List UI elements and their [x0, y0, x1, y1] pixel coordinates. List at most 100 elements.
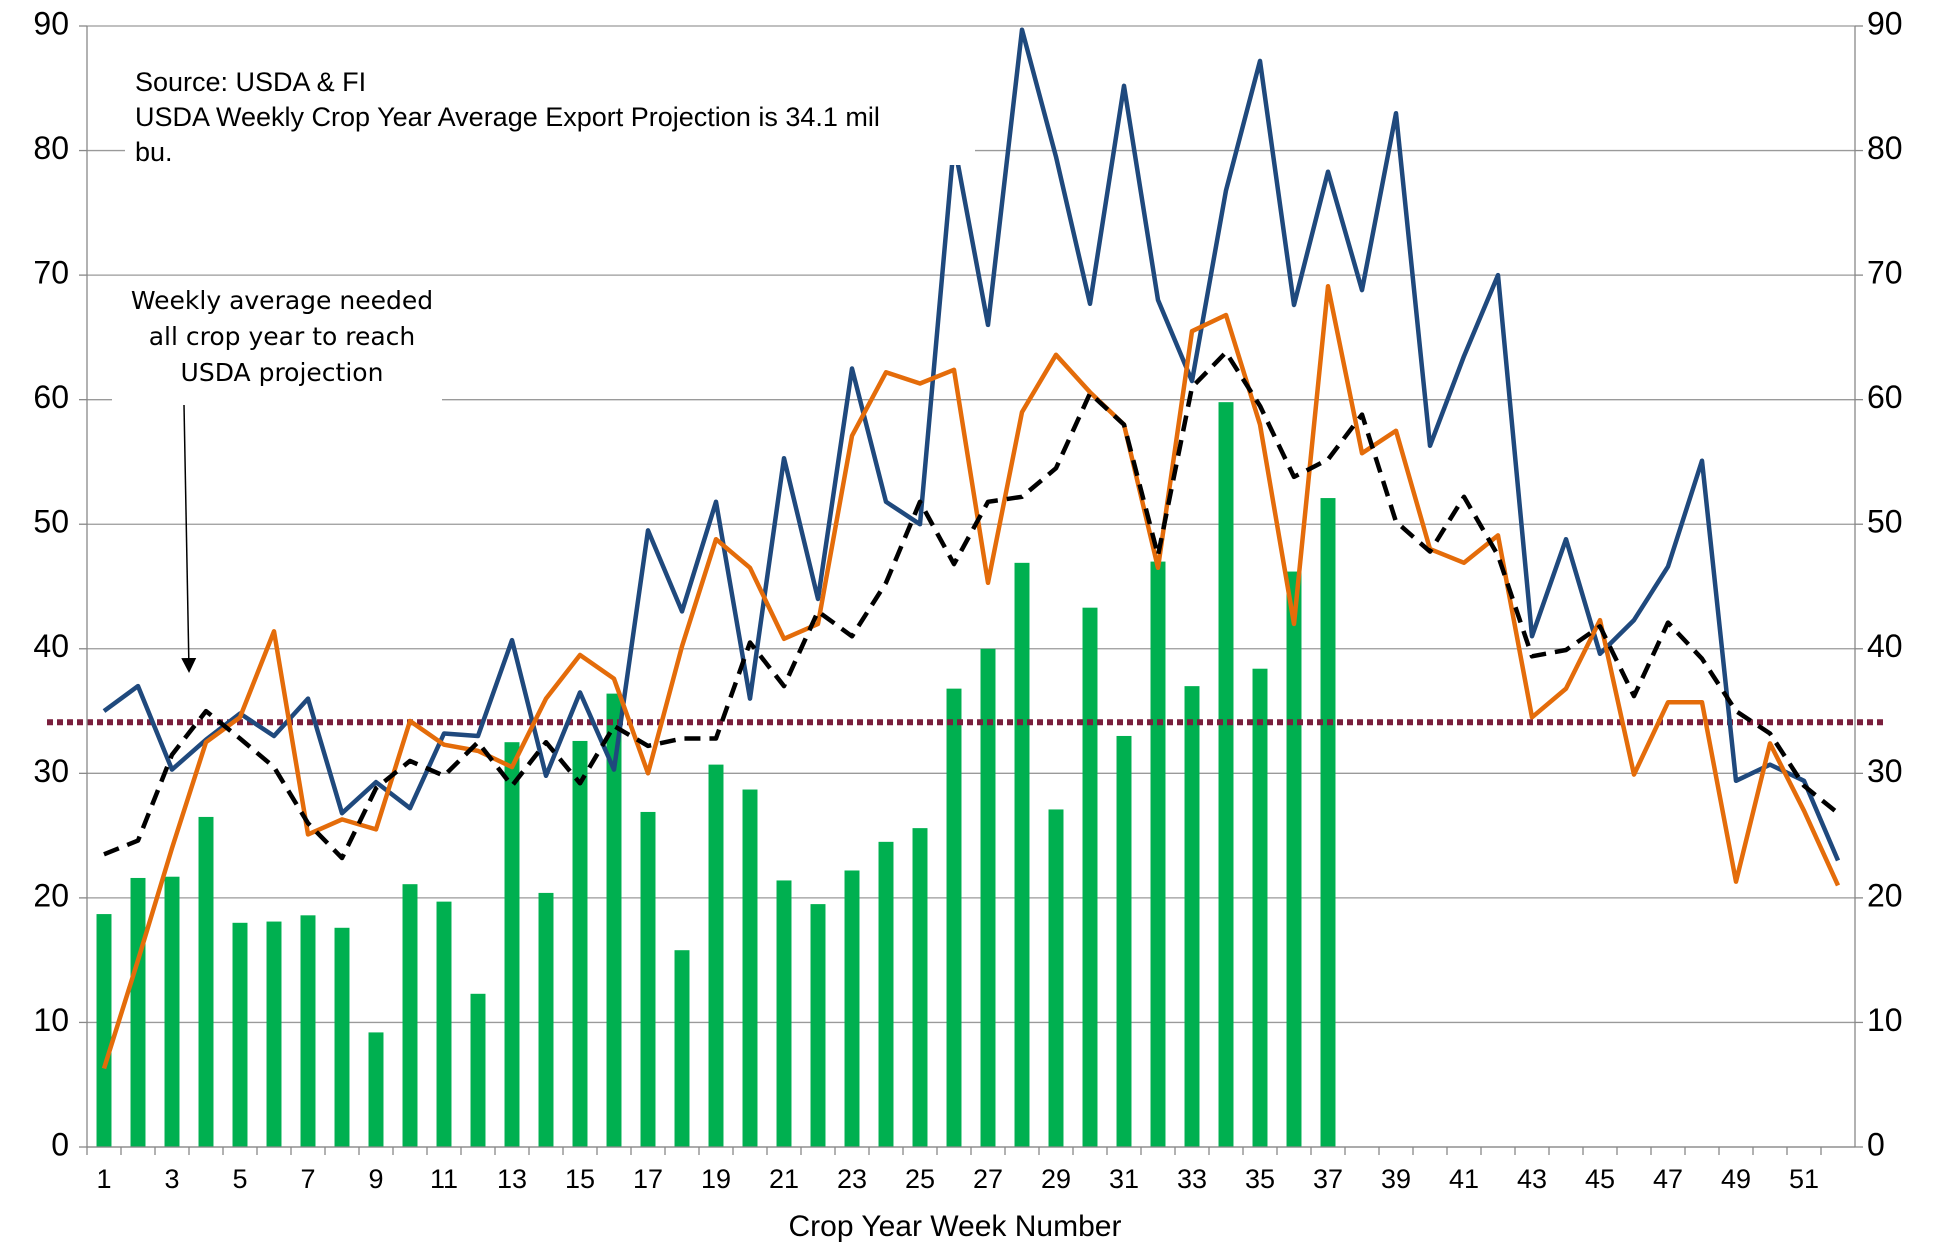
bar: [946, 688, 962, 1147]
y-tick-label: 0: [51, 1126, 69, 1162]
annotation-text: Weekly average needed: [131, 286, 433, 315]
x-tick-label: 3: [164, 1164, 179, 1194]
bar: [674, 950, 690, 1147]
x-tick-label: 19: [701, 1164, 731, 1194]
bar: [1320, 498, 1336, 1147]
bar: [844, 870, 860, 1147]
bar: [1082, 607, 1098, 1147]
bar: [1218, 402, 1234, 1147]
bar: [300, 915, 316, 1147]
y-tick-label: 30: [33, 753, 69, 789]
bar: [164, 876, 180, 1147]
x-tick-label: 7: [300, 1164, 315, 1194]
bar: [640, 811, 656, 1147]
bar: [606, 693, 622, 1147]
y-tick-label: 70: [33, 255, 69, 291]
y2-tick-label: 70: [1867, 255, 1903, 291]
y-tick-label: 20: [33, 877, 69, 913]
x-tick-label: 47: [1653, 1164, 1683, 1194]
bar: [232, 922, 248, 1147]
x-tick-label: 15: [565, 1164, 595, 1194]
annotation-text: Source: USDA & FI: [135, 67, 366, 97]
bar: [334, 927, 350, 1147]
x-tick-label: 29: [1041, 1164, 1071, 1194]
x-tick-label: 49: [1721, 1164, 1751, 1194]
bar: [504, 742, 520, 1147]
x-tick-label: 17: [633, 1164, 663, 1194]
x-tick-label: 5: [232, 1164, 247, 1194]
y-tick-label: 90: [33, 5, 69, 41]
bar: [1150, 561, 1166, 1147]
x-tick-label: 27: [973, 1164, 1003, 1194]
bar: [96, 914, 112, 1147]
bar: [776, 880, 792, 1147]
y-tick-label: 60: [33, 379, 69, 415]
bar: [1286, 571, 1302, 1147]
annotation-text: bu.: [135, 137, 173, 167]
y-tick-label: 40: [33, 628, 69, 664]
dashed-line: [103, 350, 1840, 861]
x-tick-label: 43: [1517, 1164, 1547, 1194]
y2-tick-label: 80: [1867, 130, 1903, 166]
y2-tick-label: 0: [1867, 1126, 1885, 1162]
bar: [1048, 809, 1064, 1147]
annotation-text: USDA Weekly Crop Year Average Export Pro…: [135, 102, 880, 132]
x-tick-label: 21: [769, 1164, 799, 1194]
x-tick-label: 23: [837, 1164, 867, 1194]
y-tick-label: 80: [33, 130, 69, 166]
bar: [878, 841, 894, 1147]
bar: [912, 828, 928, 1147]
y2-tick-label: 50: [1867, 504, 1903, 540]
y2-tick-label: 90: [1867, 5, 1903, 41]
bar: [810, 904, 826, 1147]
bar: [1252, 668, 1268, 1147]
annotation-text: all crop year to reach: [149, 322, 416, 351]
bar: [198, 816, 214, 1147]
y2-tick-label: 10: [1867, 1002, 1903, 1038]
bar: [130, 877, 146, 1147]
bar: [368, 1032, 384, 1147]
x-tick-label: 51: [1789, 1164, 1819, 1194]
bar: [538, 892, 554, 1147]
x-tick-label: 11: [430, 1164, 458, 1194]
bar: [708, 764, 724, 1147]
y2-tick-label: 60: [1867, 379, 1903, 415]
y2-tick-label: 30: [1867, 753, 1903, 789]
lines: [101, 27, 1841, 1070]
grid: [87, 25, 1855, 1148]
x-tick-label: 1: [96, 1164, 111, 1194]
bar: [1116, 735, 1132, 1147]
bar: [1184, 686, 1200, 1147]
x-tick-label: 31: [1109, 1164, 1139, 1194]
x-tick-label: 33: [1177, 1164, 1207, 1194]
x-axis-label: Crop Year Week Number: [789, 1210, 1122, 1243]
x-tick-label: 13: [497, 1164, 527, 1194]
x-tick-label: 37: [1313, 1164, 1343, 1194]
x-tick-label: 35: [1245, 1164, 1275, 1194]
bar: [572, 740, 588, 1147]
annotation-arrow: [181, 404, 197, 673]
annotation-box: [125, 60, 975, 165]
x-tick-label: 39: [1381, 1164, 1411, 1194]
bar: [1014, 562, 1030, 1147]
y2-tick-label: 40: [1867, 628, 1903, 664]
annotations: Source: USDA & FI USDA Weekly Crop Year A…: [112, 60, 975, 673]
y-tick-label: 50: [33, 504, 69, 540]
bar: [470, 993, 486, 1147]
bar: [402, 884, 418, 1147]
y2-tick-label: 20: [1867, 877, 1903, 913]
x-tick-label: 41: [1449, 1164, 1479, 1194]
annotation-text: USDA projection: [181, 358, 384, 387]
bar: [266, 921, 282, 1147]
x-tick-label: 45: [1585, 1164, 1615, 1194]
annotation-box: [112, 280, 442, 405]
x-tick-label: 25: [905, 1164, 935, 1194]
bar: [742, 789, 758, 1147]
bar: [436, 901, 452, 1147]
y-tick-label: 10: [33, 1002, 69, 1038]
line: [102, 27, 1841, 862]
bar: [980, 648, 996, 1147]
x-tick-label: 9: [368, 1164, 383, 1194]
